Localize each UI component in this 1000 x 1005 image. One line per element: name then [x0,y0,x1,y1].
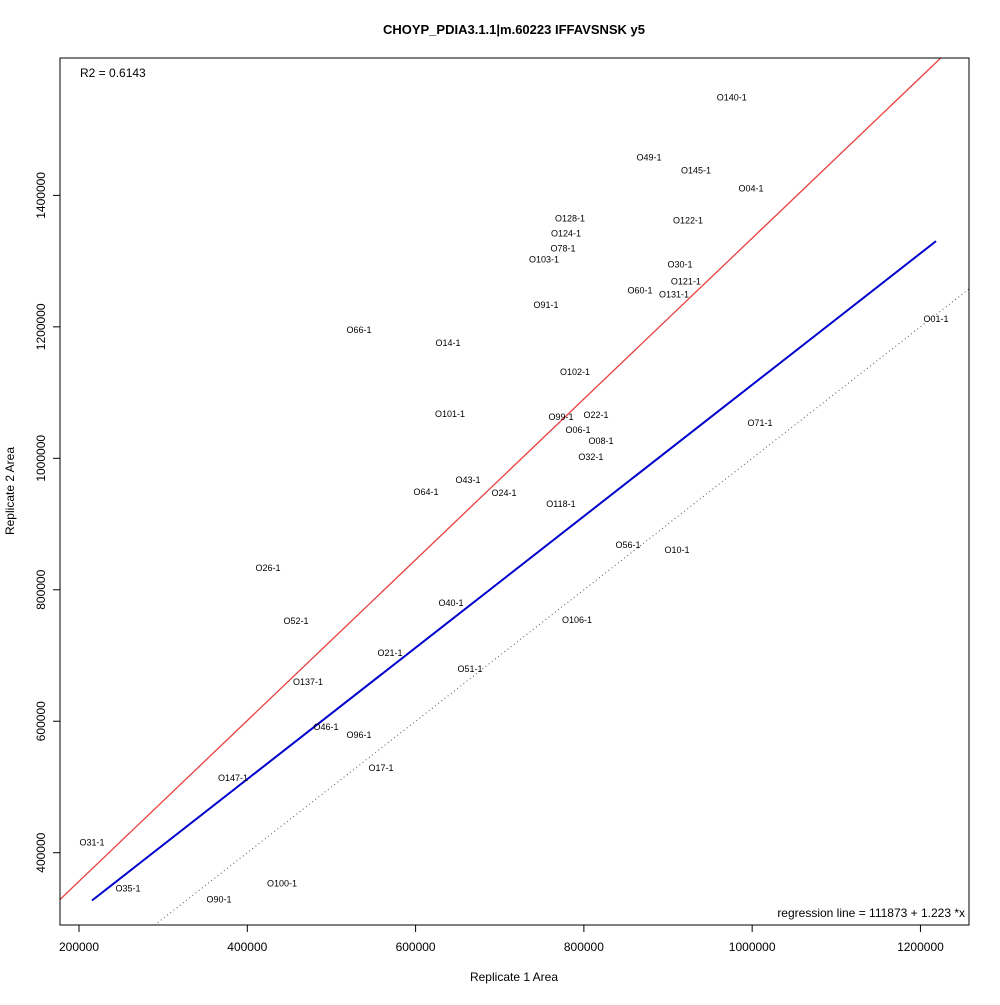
x-tick-label: 800000 [564,940,604,954]
x-tick-label: 400000 [227,940,267,954]
point-label: O30-1 [667,259,692,269]
x-axis-label: Replicate 1 Area [470,970,558,984]
y-tick-label: 1200000 [34,303,48,350]
point-label: O17-1 [368,763,393,773]
regression-line [60,58,942,900]
point-label: O51-1 [458,664,483,674]
point-label: O78-1 [551,243,576,253]
point-label: O43-1 [456,475,481,485]
point-label: O124-1 [551,228,581,238]
point-label: O101-1 [435,409,465,419]
point-label: O26-1 [255,563,280,573]
point-label: O40-1 [439,598,464,608]
lines-layer [60,58,969,925]
chart-title: CHOYP_PDIA3.1.1|m.60223 IFFAVSNSK y5 [383,22,645,37]
points-layer: O140-1 O49-1 O145-1 O04-1 O128-1 O122-1 O124-1… [79,92,948,904]
point-label: O147-1 [218,773,248,783]
identity-line [153,288,969,925]
offset-line [91,240,937,902]
y-axis-label: Replicate 2 Area [3,447,17,535]
x-tick-label: 1000000 [729,940,776,954]
point-label: O35-1 [115,884,140,894]
y-tick-label: 1400000 [34,172,48,219]
regression-annotation: regression line = 111873 + 1.223 *x [777,906,965,920]
point-label: O103-1 [529,254,559,264]
point-label: O128-1 [555,213,585,223]
point-label: O145-1 [681,165,711,175]
r2-annotation: R2 = 0.6143 [80,66,146,80]
y-tick-label: 1000000 [34,435,48,482]
point-label: O01-1 [924,314,949,324]
point-label: O118-1 [546,499,575,509]
point-label: O04-1 [738,183,763,193]
point-label: O140-1 [717,92,747,102]
point-label: O64-1 [414,487,439,497]
point-label: O66-1 [347,325,372,335]
y-tick-label: 800000 [34,569,48,609]
y-axis: 400000 600000 800000 1000000 1200000 1400000 [34,172,60,873]
plot-frame [59,57,970,926]
y-tick-label: 600000 [34,701,48,741]
point-label: O08-1 [589,436,614,446]
point-label: O90-1 [207,895,232,905]
point-label: O52-1 [284,616,309,626]
point-label: O14-1 [435,338,460,348]
point-label: O96-1 [347,730,372,740]
point-label: O91-1 [534,300,559,310]
point-label: O99-1 [548,412,573,422]
point-label: O56-1 [615,540,640,550]
point-label: O10-1 [665,545,690,555]
point-label: O31-1 [79,838,104,848]
point-label: O106-1 [562,615,592,625]
point-label: O24-1 [492,488,517,498]
point-label: O131-1 [659,289,689,299]
point-label: O137-1 [293,677,323,687]
x-axis: 200000 400000 600000 800000 1000000 1200000 [59,925,944,954]
point-label: O49-1 [636,152,661,162]
x-tick-label: 600000 [396,940,436,954]
y-tick-label: 400000 [34,832,48,872]
point-label: O102-1 [560,367,590,377]
point-label: O21-1 [378,648,403,658]
x-tick-label: 1200000 [897,940,944,954]
point-label: O122-1 [673,215,703,225]
point-label: O71-1 [747,418,772,428]
point-label: O22-1 [583,410,608,420]
point-label: O32-1 [578,452,603,462]
point-label: O06-1 [565,425,590,435]
point-label: O100-1 [267,879,297,889]
point-label: O60-1 [627,285,652,295]
x-tick-label: 200000 [59,940,99,954]
point-label: O121-1 [671,276,701,286]
point-label: O46-1 [313,722,338,732]
